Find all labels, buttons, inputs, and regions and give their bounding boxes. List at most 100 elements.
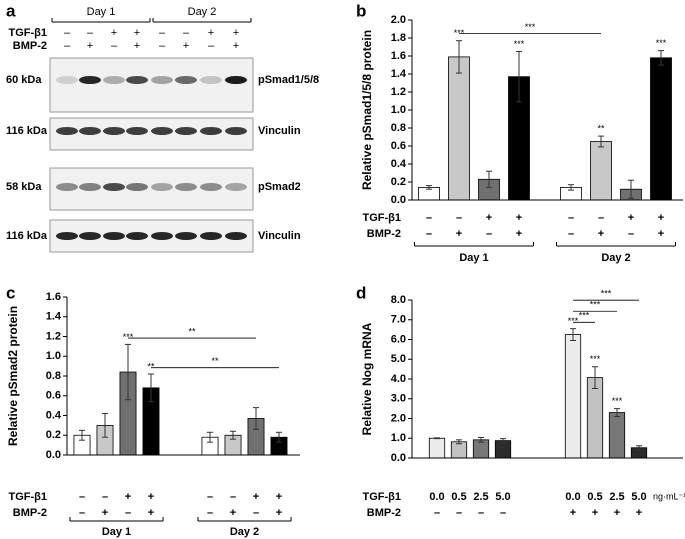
row-label: TGF-β1 (363, 212, 402, 224)
band-size: 60 kDa (6, 74, 42, 86)
blot-band (225, 183, 247, 191)
panel-letter: d (356, 283, 366, 302)
blot-band (200, 183, 222, 191)
sign: + (183, 40, 189, 52)
band-size: 116 kDa (6, 125, 48, 137)
bracket-label: *** (525, 22, 536, 32)
y-tick-label: 1.2 (391, 86, 406, 98)
blot-band (79, 232, 101, 240)
y-axis-label: Relative Nog mRNA (360, 322, 374, 435)
y-tick-label: 0.8 (391, 122, 406, 134)
sign: + (134, 40, 140, 52)
y-tick-label: 1.8 (391, 32, 406, 44)
row-value: – (598, 212, 604, 224)
row-value: + (253, 491, 259, 503)
sign: – (64, 27, 71, 39)
row-value: + (276, 507, 282, 519)
row-value: – (500, 507, 506, 519)
row-value: + (570, 507, 576, 519)
row-value: – (230, 491, 236, 503)
sign: – (111, 40, 118, 52)
significance: *** (590, 354, 601, 364)
y-tick-label: 4.0 (391, 373, 406, 385)
y-tick-label: 7.0 (391, 314, 406, 326)
blot-band (126, 232, 148, 240)
row-value: + (148, 507, 154, 519)
significance: *** (514, 39, 525, 49)
row-value: – (207, 507, 213, 519)
blot-band (225, 127, 247, 135)
y-tick-label: 2.0 (391, 412, 406, 424)
y-axis-label: Relative pSmad2 protein (6, 306, 20, 446)
blot-band (200, 76, 222, 84)
y-tick-label: 1.0 (391, 432, 406, 444)
sign: + (208, 27, 214, 39)
bar (650, 57, 672, 201)
row-value: + (516, 212, 522, 224)
blot-band (103, 76, 125, 84)
protein-label: pSmad1/5/8 (258, 74, 319, 86)
blot-band (126, 183, 148, 191)
group-label: Day 2 (601, 252, 630, 264)
significance: *** (123, 332, 134, 342)
row-value: – (125, 507, 131, 519)
sign: + (233, 27, 239, 39)
y-tick-label: 2.0 (391, 14, 406, 26)
blot-band (151, 127, 173, 135)
significance: ** (597, 123, 605, 133)
y-tick-label: 8.0 (391, 294, 406, 306)
row-value: – (79, 491, 85, 503)
row-label: TGF-β1 (363, 491, 402, 503)
row-value: + (658, 228, 664, 240)
y-axis-label: Relative pSmad1/5/8 protein (360, 30, 374, 190)
row-value: + (456, 228, 462, 240)
row-value: + (230, 507, 236, 519)
row-value: + (636, 507, 642, 519)
unit: ng·mL⁻¹ (653, 491, 685, 501)
blot-band (79, 183, 101, 191)
y-tick-label: 1.6 (46, 291, 61, 303)
row-label: BMP-2 (13, 40, 47, 52)
blot-band (79, 76, 101, 84)
sign: – (183, 27, 190, 39)
significance: *** (454, 28, 465, 38)
y-tick-label: 1.0 (391, 104, 406, 116)
significance: *** (612, 396, 623, 406)
blot-band (126, 127, 148, 135)
row-value: – (628, 228, 634, 240)
row-value: – (102, 491, 108, 503)
row-value: + (598, 228, 604, 240)
blot-band (79, 127, 101, 135)
significance: *** (568, 316, 579, 326)
row-value: – (426, 228, 432, 240)
bar (428, 437, 446, 459)
row-value: 2.5 (609, 491, 624, 503)
blot-band (151, 232, 173, 240)
row-value: + (592, 507, 598, 519)
row-value: – (478, 507, 484, 519)
blot-band (175, 183, 197, 191)
panel-letter: c (6, 283, 15, 302)
y-tick-label: 0.2 (46, 429, 61, 441)
row-value: – (253, 507, 259, 519)
y-tick-label: 0.6 (391, 140, 406, 152)
blot-band (56, 183, 78, 191)
row-value: 0.0 (565, 491, 580, 503)
sign: – (208, 40, 215, 52)
blot-strip (49, 117, 254, 151)
row-label: TGF-β1 (9, 491, 48, 503)
y-tick-label: 0.0 (46, 449, 61, 461)
y-tick-label: 0.0 (391, 194, 406, 206)
row-value: + (102, 507, 108, 519)
sign: + (134, 27, 140, 39)
bar (448, 56, 470, 201)
bar (608, 412, 626, 459)
bar (494, 440, 512, 459)
group-label: Day 1 (459, 252, 488, 264)
y-tick-label: 1.0 (46, 350, 61, 362)
y-tick-label: 0.4 (391, 158, 407, 170)
row-value: + (614, 507, 620, 519)
blot-band (56, 232, 78, 240)
y-tick-label: 1.4 (391, 68, 407, 80)
